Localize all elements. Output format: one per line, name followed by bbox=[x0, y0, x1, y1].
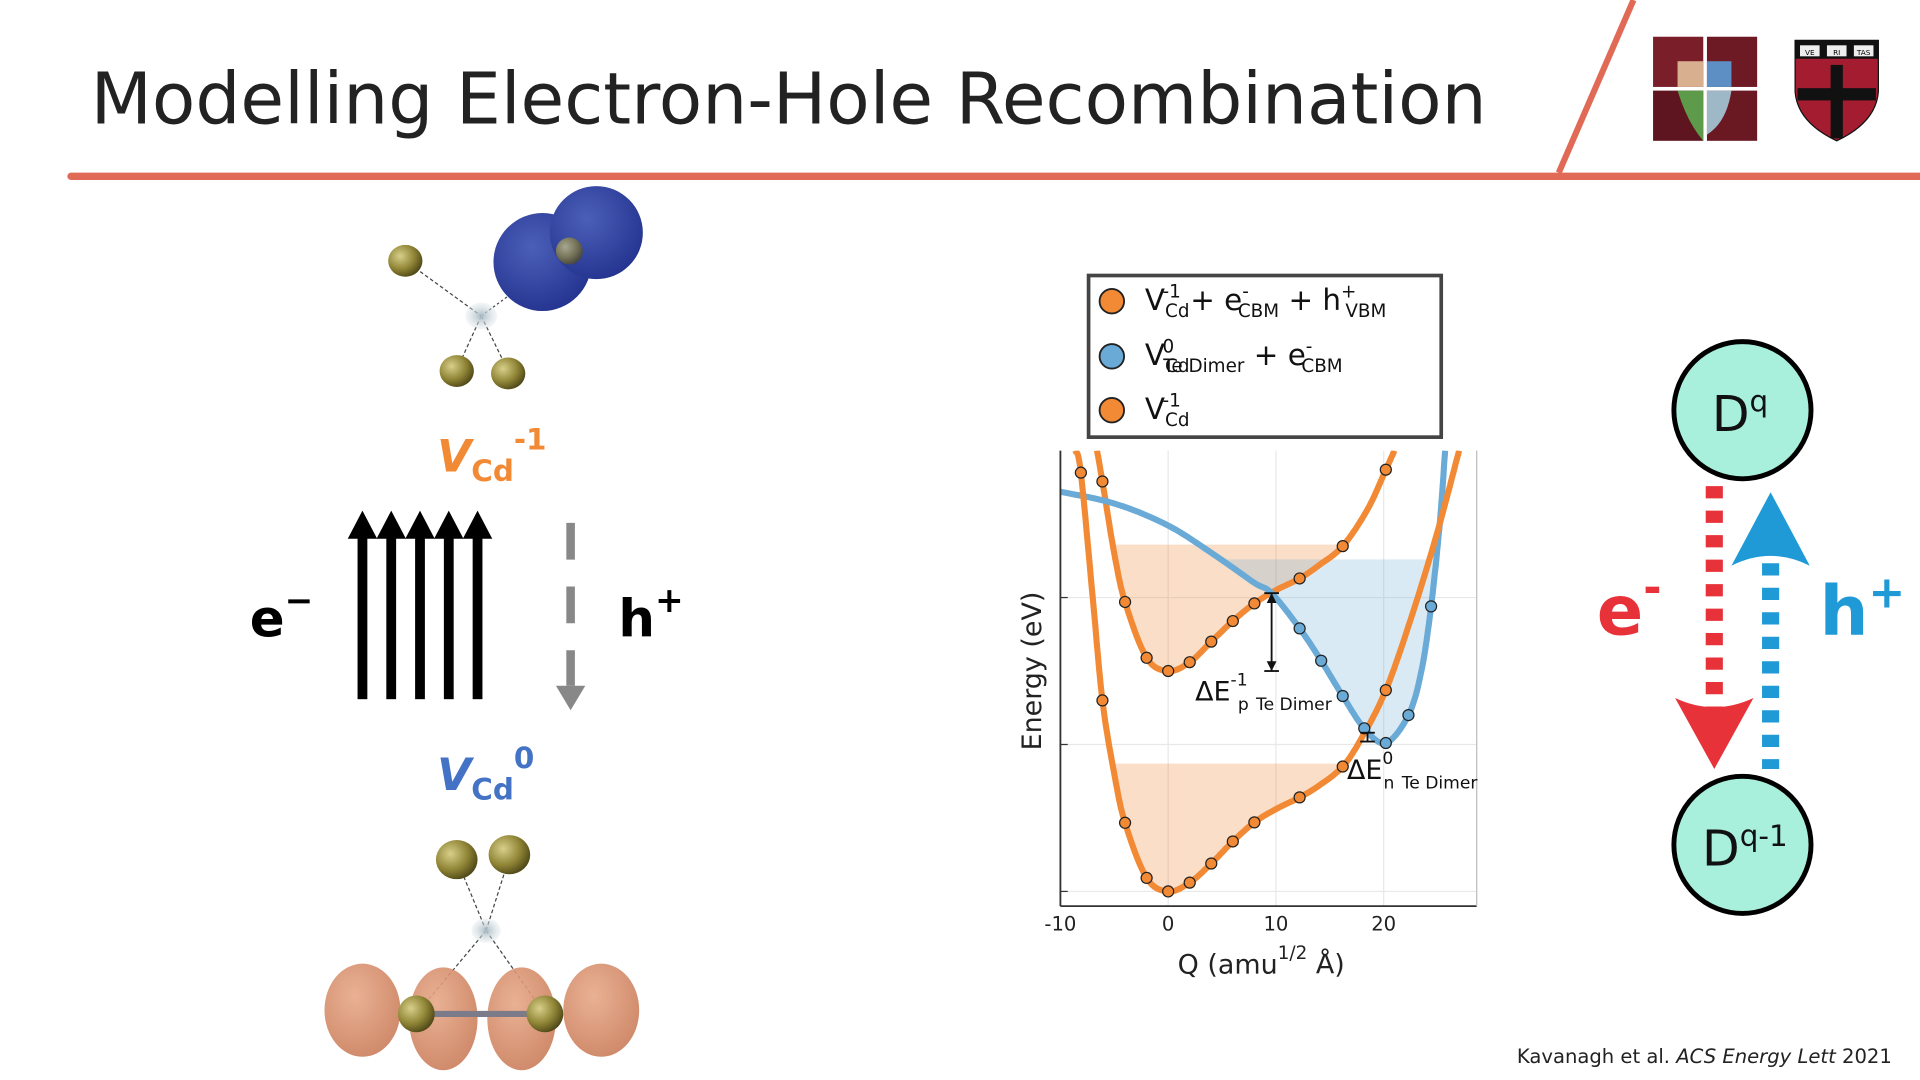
data-point bbox=[1118, 595, 1132, 609]
data-point bbox=[1162, 664, 1175, 678]
legend-label: VCd-1 bbox=[1145, 391, 1190, 432]
x-tick-label: -10 bbox=[1044, 913, 1076, 936]
data-point bbox=[1096, 694, 1109, 707]
data-point bbox=[1379, 683, 1392, 697]
electron-arrow bbox=[347, 510, 378, 700]
x-tick-label: 0 bbox=[1162, 913, 1174, 936]
data-point bbox=[1358, 722, 1371, 735]
data-point bbox=[1205, 857, 1218, 870]
shield-book-text: VE bbox=[1805, 48, 1815, 57]
page-title: Modelling Electron-Hole Recombination bbox=[91, 58, 1487, 141]
x-tick-label: 10 bbox=[1263, 913, 1288, 936]
legend-marker bbox=[1098, 397, 1125, 424]
energy-chart: -10 0 10 20 ΔE-1 p Te Dimer ΔE0 n Te Dimer Energ… bbox=[1017, 273, 1478, 981]
data-point bbox=[1379, 736, 1392, 750]
annotation-label: ΔE0 n Te Dimer bbox=[1347, 749, 1478, 793]
hole-label-right: h+ bbox=[1820, 567, 1906, 651]
data-point bbox=[1336, 760, 1349, 773]
data-point bbox=[1183, 656, 1196, 669]
legend-label: VCd-1 + e-CBM + h+ VBM bbox=[1145, 282, 1386, 323]
data-point bbox=[1226, 835, 1239, 848]
legend-entry: VCd-1 + e-CBM + h+ VBM bbox=[1098, 282, 1386, 323]
shaded-region bbox=[1113, 544, 1343, 672]
defect-state-top-label: Dq bbox=[1712, 384, 1768, 443]
hole-capture-dashed-arrow bbox=[555, 522, 586, 711]
vcd-minus1-label: VCd-1 bbox=[437, 422, 546, 488]
data-point bbox=[1293, 622, 1306, 635]
shield-book-text: TAS bbox=[1856, 48, 1871, 57]
legend-marker bbox=[1098, 288, 1125, 315]
school-mosaic-logo bbox=[1653, 36, 1758, 141]
annotation-label: ΔE-1 p Te Dimer bbox=[1195, 671, 1333, 715]
data-point bbox=[1096, 475, 1109, 488]
vcd-minus1-structure bbox=[388, 186, 643, 390]
hole-capture-arrow-blue bbox=[1731, 492, 1810, 769]
header-diagonal bbox=[1555, 0, 1637, 174]
shield-book-text: RI bbox=[1833, 48, 1840, 57]
data-point bbox=[1293, 791, 1306, 804]
energy-barrier-annotation: ΔE0 n Te Dimer bbox=[1347, 731, 1478, 794]
electron-arrow bbox=[405, 510, 435, 700]
orbital-lobe bbox=[549, 186, 643, 280]
energy-barrier-annotation: ΔE-1 p Te Dimer bbox=[1195, 592, 1333, 715]
data-point bbox=[1074, 466, 1088, 479]
shaded-region bbox=[1113, 763, 1345, 892]
legend-entry: VCd0 Te Dimer + e-CBM bbox=[1098, 337, 1343, 378]
chart-legend: VCd-1 + e-CBM + h+ VBM VCd0 Te Dimer + e-CB… bbox=[1086, 273, 1444, 439]
electron-capture-arrows bbox=[347, 510, 493, 700]
data-point bbox=[1379, 463, 1392, 476]
data-point bbox=[1140, 651, 1153, 664]
data-point bbox=[1118, 816, 1132, 829]
electron-capture-arrow-red bbox=[1675, 486, 1754, 769]
data-point bbox=[1140, 871, 1153, 885]
electron-label-left: e− bbox=[250, 581, 314, 649]
electron-arrow bbox=[376, 510, 406, 700]
x-tick-label: 20 bbox=[1371, 913, 1396, 936]
orbital-lobe bbox=[487, 967, 556, 1071]
series-curve bbox=[1060, 450, 1449, 747]
orbital-lobe bbox=[324, 963, 401, 1057]
legend-entry: VCd-1 bbox=[1098, 391, 1190, 432]
harvard-shield-logo: VE RI TAS bbox=[1794, 39, 1879, 142]
data-point bbox=[1226, 614, 1239, 628]
vcd0-label: VCd0 bbox=[437, 741, 534, 807]
legend-marker bbox=[1098, 343, 1125, 370]
data-point bbox=[1293, 572, 1306, 585]
data-point bbox=[1205, 635, 1218, 648]
data-point bbox=[1424, 600, 1438, 613]
vcd0-te-dimer-structure bbox=[324, 835, 640, 1071]
electron-label-right: e- bbox=[1597, 562, 1662, 651]
orbital-lobe bbox=[408, 967, 478, 1071]
data-point bbox=[1402, 708, 1415, 722]
electron-arrow bbox=[434, 510, 464, 700]
electron-arrow bbox=[462, 510, 493, 700]
y-axis-label: Energy (eV) bbox=[1017, 592, 1048, 751]
hole-label-left: h+ bbox=[618, 581, 683, 649]
x-axis-label: Q (amu1/2 Å) bbox=[1178, 943, 1345, 981]
defect-state-bottom-label: Dq-1 bbox=[1702, 819, 1788, 878]
data-point bbox=[1336, 689, 1349, 703]
data-point bbox=[1248, 597, 1261, 610]
data-point bbox=[1183, 876, 1196, 889]
orbital-lobe bbox=[563, 963, 640, 1057]
data-point bbox=[1336, 540, 1349, 553]
data-point bbox=[1315, 654, 1328, 667]
defect-state-bottom: Dq-1 bbox=[1671, 773, 1814, 916]
citation: Kavanagh et al. ACS Energy Lett 2021 bbox=[1517, 1045, 1892, 1068]
legend-label: VCd0 Te Dimer + e-CBM bbox=[1145, 337, 1343, 378]
data-point bbox=[1248, 816, 1261, 829]
defect-state-top: Dq bbox=[1671, 339, 1814, 482]
data-point bbox=[1162, 885, 1175, 898]
